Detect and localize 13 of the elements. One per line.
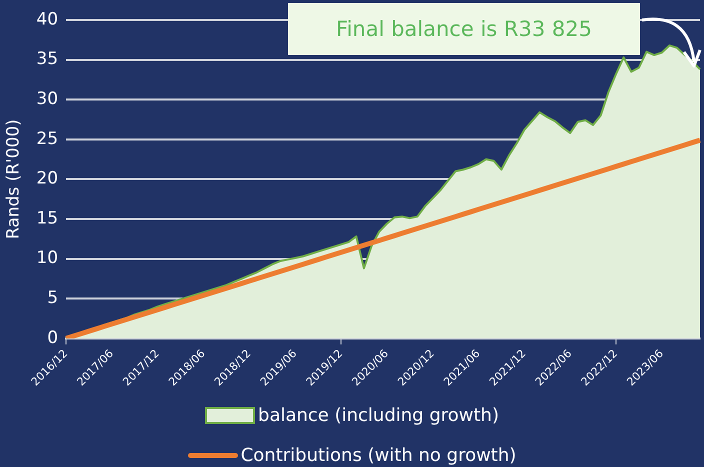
y-tick-label: 15	[36, 208, 58, 228]
y-tick-label: 30	[36, 89, 58, 110]
y-tick-label: 35	[36, 49, 58, 70]
y-tick-label: 0	[47, 328, 58, 348]
note-box: Final balance is R33 825	[288, 3, 640, 55]
y-tick-label: 5	[47, 288, 58, 308]
legend-label: balance (including growth)	[258, 404, 499, 426]
y-tick-label: 40	[36, 9, 58, 30]
y-axis-title: Rands (R'000)	[4, 119, 24, 240]
y-tick-label: 10	[36, 248, 58, 268]
y-tick-label: 20	[36, 168, 58, 189]
y-tick-label: 25	[36, 128, 58, 149]
legend-label: Contributions (with no growth)	[240, 444, 516, 466]
